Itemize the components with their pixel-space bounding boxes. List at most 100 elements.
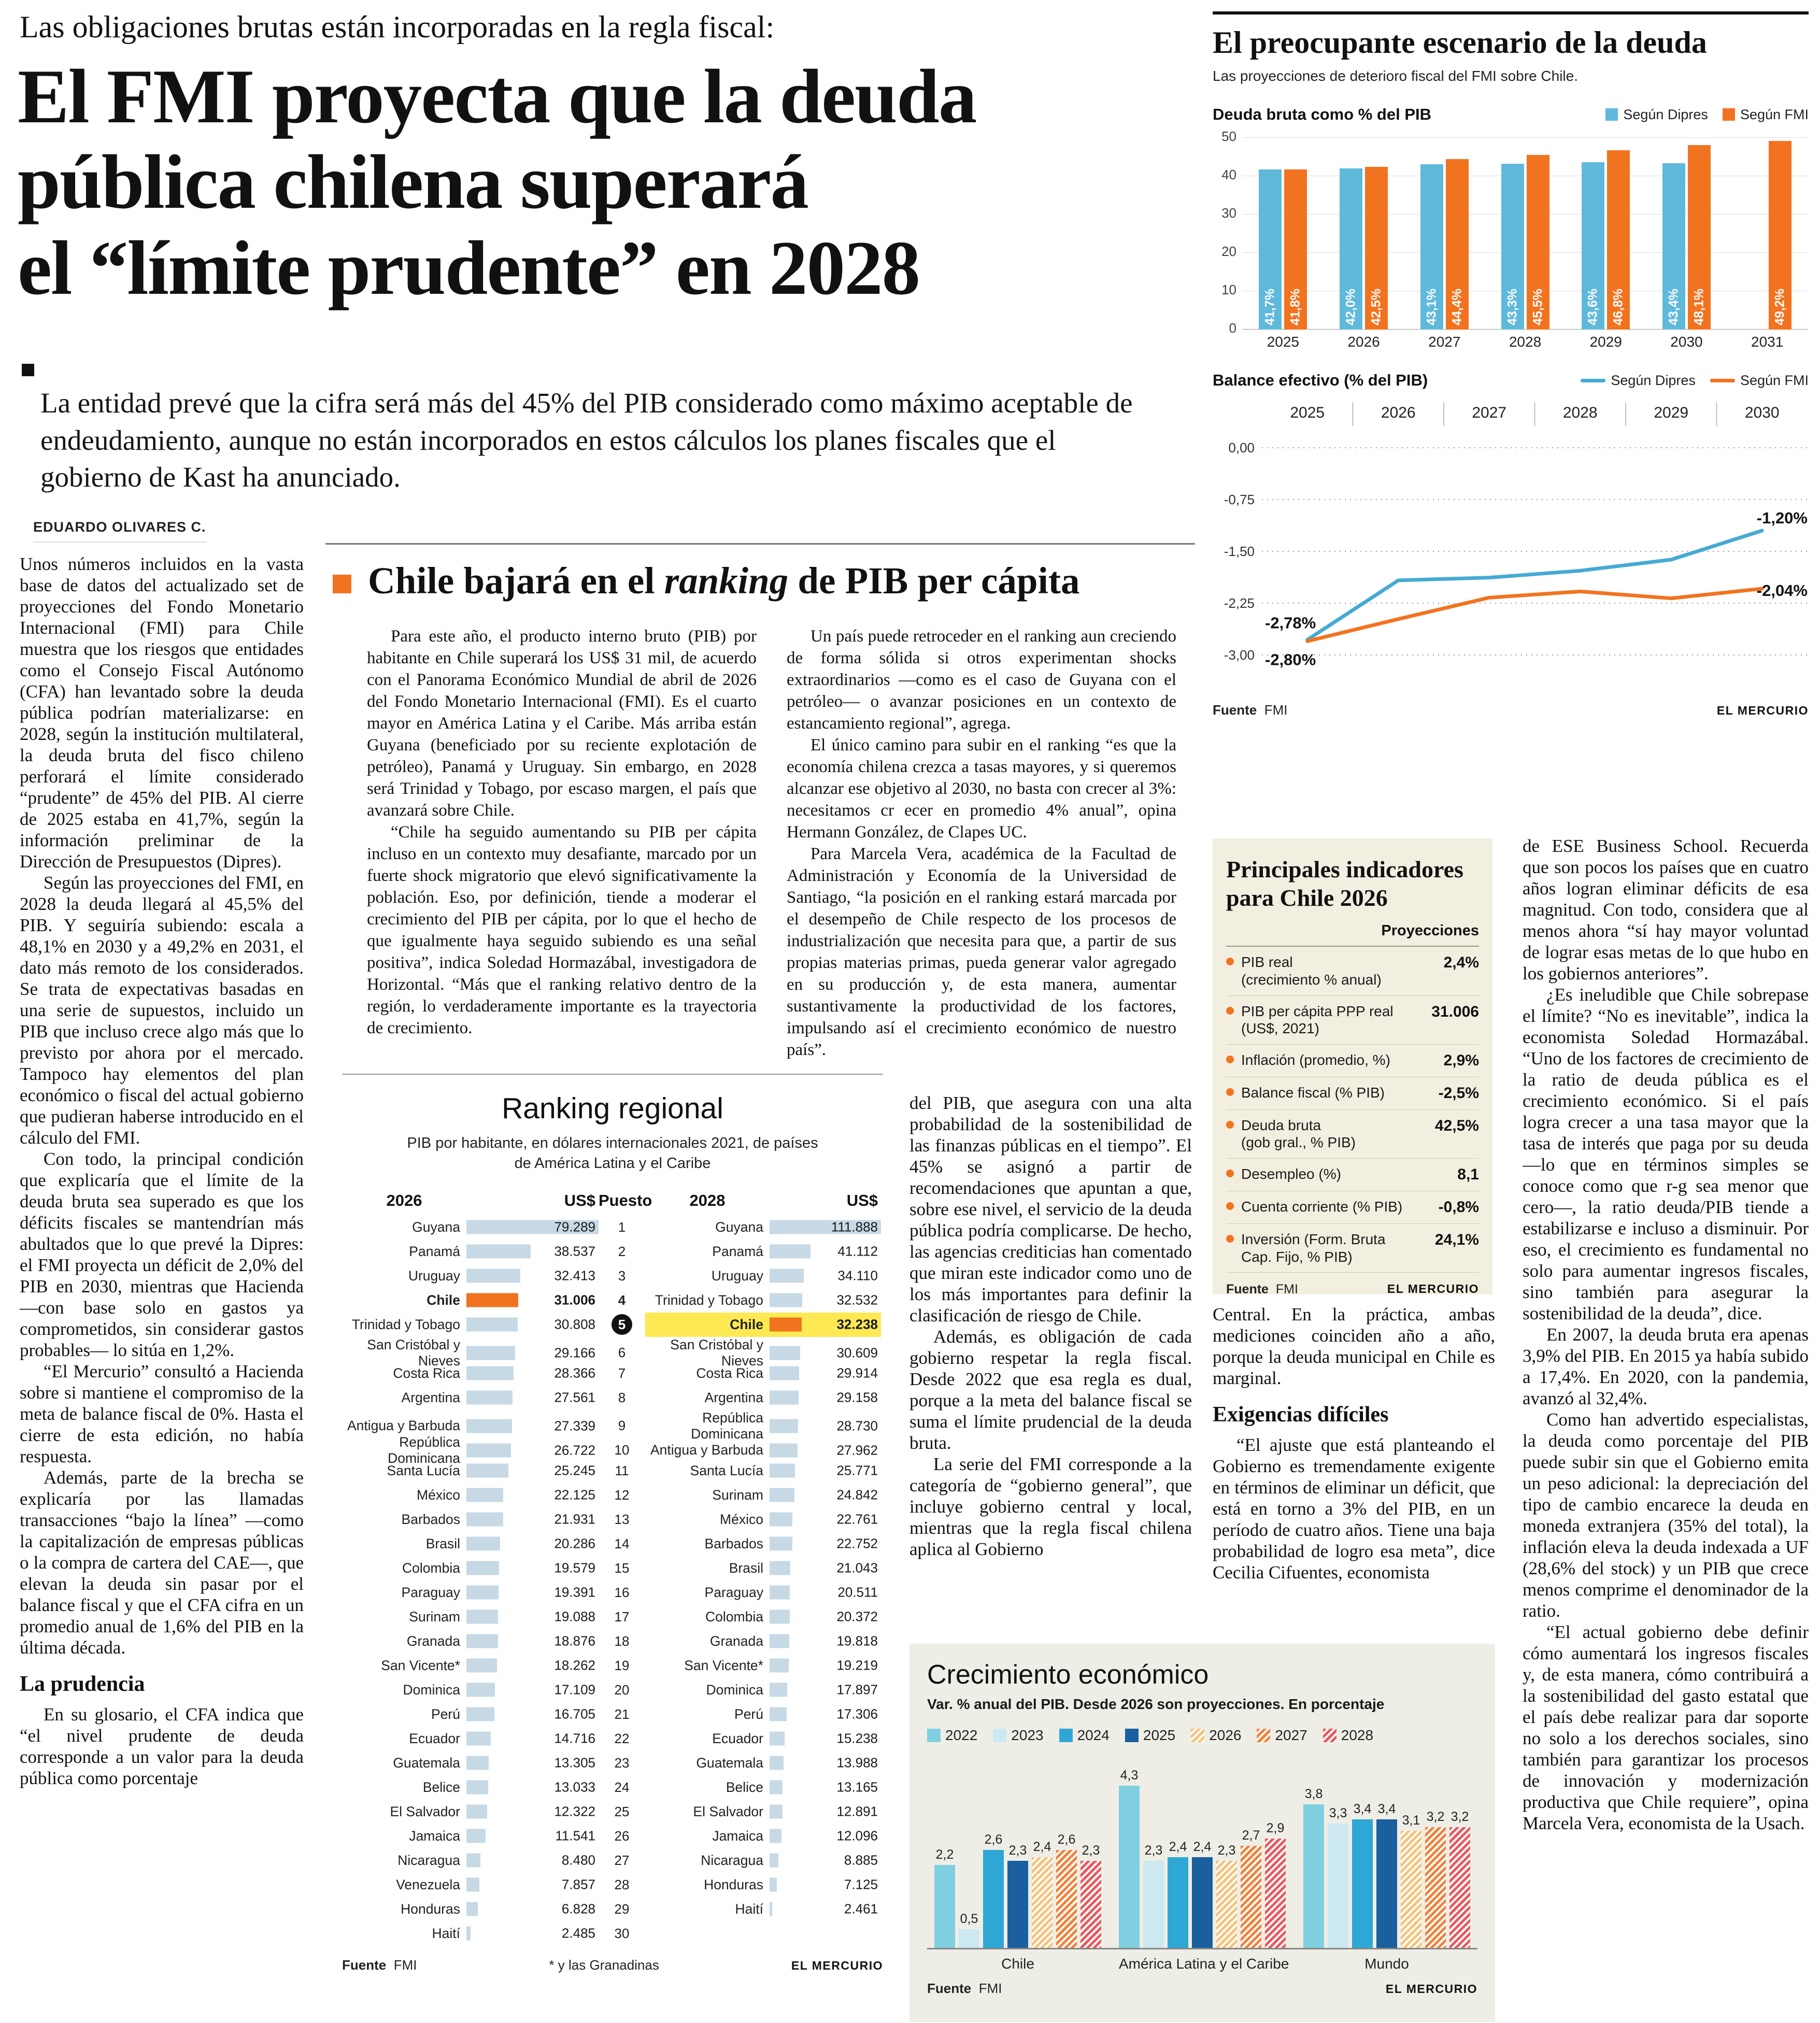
indicator-label-line: (crecimiento % anual): [1241, 971, 1382, 988]
bar: [770, 1853, 778, 1868]
bullet-icon: [1226, 1088, 1234, 1096]
rank-number: 24: [599, 1775, 645, 1800]
paragraph-group: Para este año, el producto interno bruto…: [367, 625, 757, 1061]
bar-cell-2028: 15.238: [770, 1727, 881, 1751]
legend-label: 2028: [1341, 1727, 1374, 1744]
bar-group: 43,3% 45,5%: [1485, 155, 1566, 330]
table-row: Brasil 20.286 14 Barbados 22.752: [342, 1532, 883, 1556]
rank-number-text: 9: [618, 1418, 626, 1434]
legend-label: Según FMI: [1740, 372, 1809, 388]
indicator-row: PIB per cápita PPP real (US$, 2021) 31.006: [1226, 996, 1479, 1045]
bar: [770, 1346, 800, 1360]
rank-number: 23: [599, 1751, 645, 1775]
y-axis-label: -0,75: [1224, 492, 1255, 507]
value-2026: 13.305: [554, 1755, 595, 1771]
legend-label: Según Dipres: [1611, 372, 1696, 388]
bar-cell-2028: 34.110: [770, 1264, 881, 1288]
bar: [770, 1658, 789, 1673]
bar-value-label: 43,6%: [1585, 289, 1600, 325]
bar-group: 42,0% 42,5%: [1324, 166, 1404, 330]
indicator-label: Deuda bruta (gob gral., % PIB): [1241, 1117, 1430, 1151]
line-series: [1305, 587, 1764, 643]
bar: 3,1: [1401, 1813, 1421, 1948]
bar-cell-2026: 19.391: [466, 1580, 599, 1605]
indicators-rows: PIB real (crecimiento % anual) 2,4% PIB per…: [1226, 947, 1479, 1273]
indicators-box: Principales indicadores para Chile 2026 …: [1213, 838, 1492, 1297]
bar: 3,8: [1303, 1787, 1324, 1948]
value-2026: 17.109: [554, 1682, 595, 1698]
debt-chart-body: 0 10 20 30 40 50 41,7% 41,8% 42,0% 42,5% 43,1% 44,4…: [1213, 129, 1809, 350]
paragraph: Para Marcela Vera, académica de la Facul…: [787, 845, 1176, 1060]
bar: [466, 1488, 504, 1502]
paragraph-group: En su glosario, el CFA indica que “el ni…: [20, 1704, 304, 1789]
y-axis-label: 0,00: [1228, 440, 1255, 455]
country-2026: Chile: [426, 1292, 460, 1308]
panel-title: El preocupante escenario de la deuda: [1213, 25, 1707, 60]
bar: 41,8%: [1284, 169, 1307, 330]
value-2028: 29.158: [836, 1389, 878, 1405]
y-axis-label: 0: [1229, 320, 1236, 336]
bar: 48,1%: [1687, 145, 1711, 330]
table-row: San Vicente* 18.262 19 San Vicente* 19.219: [342, 1654, 883, 1678]
column-header-puesto: Puesto: [599, 1191, 652, 1209]
rank-number-text: 10: [614, 1442, 630, 1458]
bar-cell-2026: 22.125: [466, 1483, 599, 1507]
value-2028: 22.761: [836, 1511, 878, 1527]
country-2028: Barbados: [704, 1535, 763, 1551]
country-2026: Surinam: [409, 1608, 460, 1625]
country-2026: Guatemala: [393, 1755, 460, 1771]
value-2028: 19.219: [836, 1657, 878, 1673]
bar: [466, 1853, 481, 1868]
country-2028: Brasil: [729, 1560, 763, 1576]
bar: [466, 1463, 509, 1478]
bar-group: 43,6% 46,8%: [1566, 150, 1646, 330]
indicator-label-line: (US$, 2021): [1241, 1020, 1319, 1037]
legend-label: 2023: [1011, 1727, 1044, 1744]
country-2028: Belice: [726, 1779, 763, 1795]
table-row: Barbados 21.931 13 México 22.761: [342, 1507, 883, 1532]
bar: 2,4: [1032, 1840, 1053, 1948]
value-2028: 19.818: [836, 1633, 878, 1649]
bar-cell-2028: 25.771: [770, 1459, 881, 1483]
x-axis-label: 2030: [1745, 404, 1780, 421]
bullet-icon: [1226, 1120, 1234, 1129]
bar-group: 3,8 3,3 3,4 3,4 3,1 3,2 3,2: [1303, 1787, 1470, 1948]
bar-value-label: 0,5: [960, 1912, 978, 1927]
country-2028: Nicaragua: [701, 1852, 763, 1868]
rank-number: 11: [599, 1459, 645, 1483]
rank-number: 25: [599, 1800, 645, 1824]
ranking-rows: Guyana 79.289 1 Guyana 111.888 Panamá 38.537 2 P…: [342, 1215, 883, 1946]
rank-number-text: 25: [614, 1803, 630, 1819]
rank-number-text: 1: [618, 1219, 626, 1235]
rank-number: 8: [599, 1386, 645, 1410]
value-2028: 32.238: [836, 1316, 878, 1332]
bar-value-label: 42,0%: [1343, 289, 1358, 325]
source-label: Fuente: [342, 1957, 387, 1973]
source-note: Fuente FMI: [1226, 1282, 1298, 1297]
table-row: Dominica 17.109 20 Dominica 17.897: [342, 1678, 883, 1702]
legend-label: 2024: [1077, 1727, 1110, 1744]
bar-cell-2028: 32.238: [770, 1312, 881, 1337]
value-2026: 16.705: [554, 1706, 595, 1722]
bar-value-label: 43,3%: [1505, 289, 1520, 325]
legend-label: Según FMI: [1740, 106, 1809, 122]
bar-value-label: 4,3: [1120, 1768, 1139, 1783]
rank-number: 2: [599, 1240, 645, 1264]
debt-chart-header: Deuda bruta como % del PIB Según Dipres S…: [1213, 105, 1809, 124]
bar: 42,0%: [1340, 168, 1363, 330]
rank-number-text: 5: [612, 1314, 632, 1335]
bar-cell-2028: 19.818: [770, 1629, 881, 1654]
bar-cell-2028: 13.988: [770, 1751, 881, 1775]
bar-value-label: 41,8%: [1288, 289, 1303, 325]
bar-value-label: 2,9: [1266, 1821, 1285, 1836]
article-column-4: de ESE Business School. Recuerda que son…: [1523, 835, 1809, 2019]
value-2026: 79.289: [554, 1219, 595, 1235]
bar: [770, 1220, 881, 1234]
table-row: San Cristóbal y Nieves 29.166 6 San Cristób…: [342, 1337, 883, 1369]
source-note: Fuente FMI: [1213, 702, 1287, 718]
paragraph: ¿Es ineludible que Chile sobrepase el lí…: [1523, 985, 1809, 1323]
indicator-label: PIB real (crecimiento % anual): [1241, 953, 1439, 988]
indicator-row: Desempleo (%) 8,1: [1226, 1159, 1479, 1191]
indicators-footer: Fuente FMI EL MERCURIO: [1226, 1282, 1479, 1297]
